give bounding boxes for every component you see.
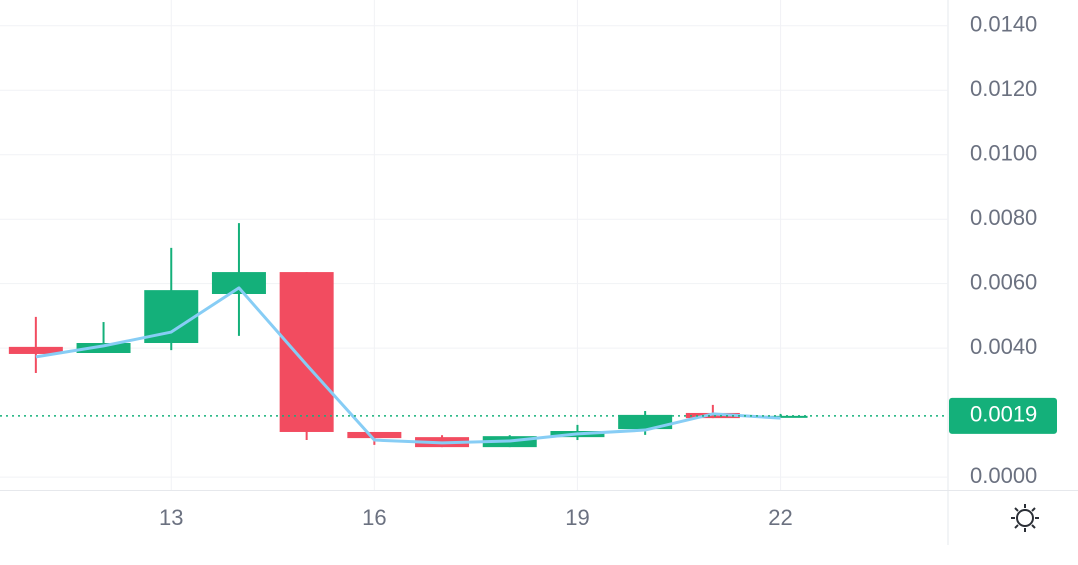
candle-body (8, 346, 63, 354)
y-tick-label: 0.0040 (970, 334, 1037, 359)
candle-body (76, 343, 131, 353)
candle-body (685, 412, 740, 419)
y-tick-label: 0.0100 (970, 141, 1037, 166)
candle-body (279, 272, 334, 432)
candle-body (347, 431, 402, 439)
x-tick-label: 13 (159, 505, 183, 530)
y-tick-label: 0.0060 (970, 269, 1037, 294)
candle-body (144, 290, 199, 343)
x-tick-label: 22 (768, 505, 792, 530)
line-series (35, 286, 781, 445)
x-tick-label: 16 (362, 505, 386, 530)
y-tick-label: 0.0120 (970, 76, 1037, 101)
current-price-label: 0.0019 (970, 402, 1037, 427)
y-tick-label: 0.0000 (970, 463, 1037, 488)
x-tick-label: 19 (565, 505, 589, 530)
y-tick-label: 0.0080 (970, 205, 1037, 230)
y-tick-label: 0.0140 (970, 12, 1037, 37)
settings-icon[interactable] (1011, 504, 1039, 532)
current-price-tag (949, 397, 1057, 434)
candle-body (211, 272, 266, 294)
